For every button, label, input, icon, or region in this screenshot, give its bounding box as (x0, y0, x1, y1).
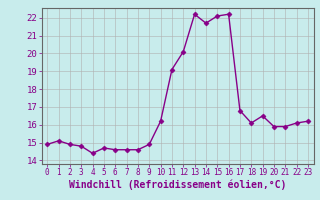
X-axis label: Windchill (Refroidissement éolien,°C): Windchill (Refroidissement éolien,°C) (69, 180, 286, 190)
